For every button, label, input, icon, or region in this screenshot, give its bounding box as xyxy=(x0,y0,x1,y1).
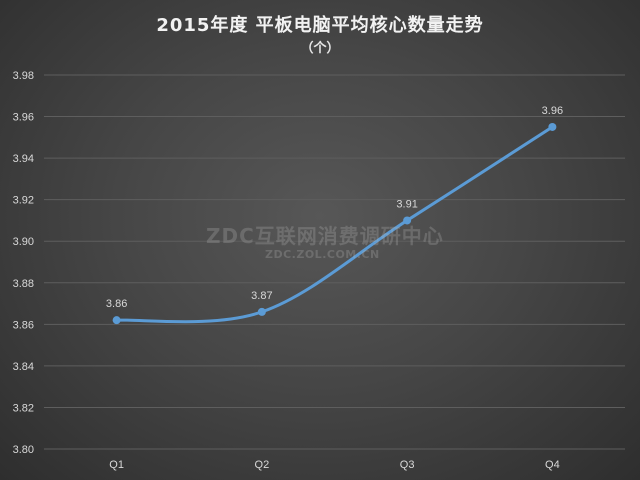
x-tick-label: Q3 xyxy=(400,459,415,471)
series-line xyxy=(115,125,554,324)
data-point xyxy=(257,307,266,316)
data-point xyxy=(548,122,557,131)
chart-title: 2015年度 平板电脑平均核心数量走势 xyxy=(156,15,484,36)
data-label: 3.87 xyxy=(251,290,272,302)
y-tick-label: 3.94 xyxy=(13,153,34,165)
y-tick-label: 3.92 xyxy=(13,195,34,207)
x-tick-label: Q4 xyxy=(545,459,560,471)
y-tick-label: 3.96 xyxy=(13,112,34,124)
y-tick-label: 3.80 xyxy=(13,444,34,456)
y-tick-label: 3.88 xyxy=(13,278,34,290)
watermark-text: ZDC互联网消费调研中心 xyxy=(206,224,444,248)
y-tick-label: 3.90 xyxy=(13,236,34,248)
data-label: 3.86 xyxy=(106,298,127,310)
x-tick-label: Q2 xyxy=(255,459,270,471)
y-tick-label: 3.84 xyxy=(13,361,34,373)
data-label: 3.91 xyxy=(396,198,417,210)
y-tick-label: 3.82 xyxy=(13,402,34,414)
x-tick-label: Q1 xyxy=(109,459,124,471)
y-tick-label: 3.86 xyxy=(13,319,34,331)
data-point xyxy=(403,216,412,225)
data-label: 3.96 xyxy=(542,105,563,117)
data-point xyxy=(112,316,121,325)
watermark-url: ZDC.ZOL.COM.CN xyxy=(265,248,380,261)
y-tick-label: 3.98 xyxy=(13,70,34,82)
chart-subtitle: （个） xyxy=(300,41,340,56)
